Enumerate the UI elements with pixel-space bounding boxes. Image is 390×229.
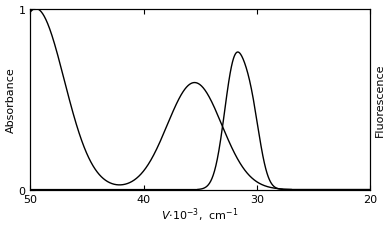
Y-axis label: Fluorescence: Fluorescence — [374, 63, 385, 136]
Y-axis label: Absorbance: Absorbance — [5, 67, 16, 132]
X-axis label: $\mathit{V}$$\cdot$10$^{-3}$,  cm$^{-1}$: $\mathit{V}$$\cdot$10$^{-3}$, cm$^{-1}$ — [161, 206, 239, 224]
